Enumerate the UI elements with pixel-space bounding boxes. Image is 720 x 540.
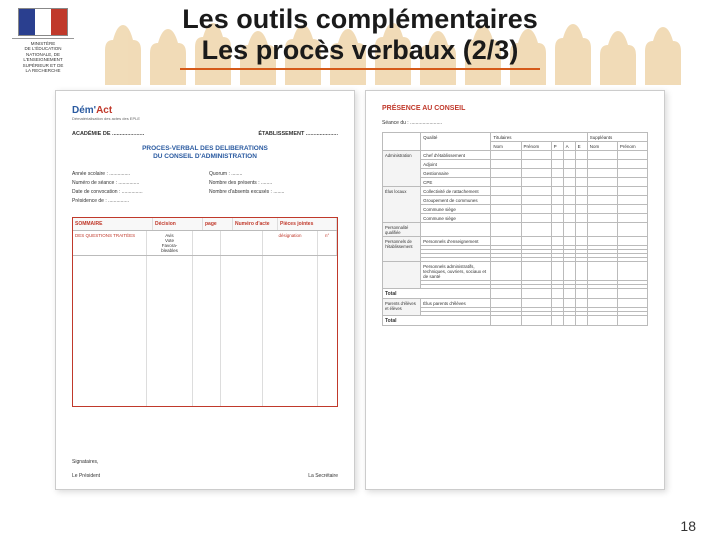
document-presence: PRÉSENCE AU CONSEIL Séance du : ........…: [365, 90, 665, 490]
presence-row: Parents d'élèves et élèvesÉlus parents d…: [383, 299, 648, 308]
col-decision: Décision: [153, 218, 203, 230]
academie-label: ACADÉMIE DE .....................: [72, 131, 144, 137]
presence-row: Personnalité qualifiée: [383, 223, 648, 237]
presence-row: Personnels de l'établissementPersonnels …: [383, 237, 648, 246]
col-sommaire: SOMMAIRE: [73, 218, 153, 230]
presence-row: Élus locauxCollectivité de rattachement: [383, 187, 648, 196]
title-underline: [180, 68, 540, 70]
page-number: 18: [680, 518, 696, 534]
title-line-2: Les procès verbaux (2/3): [0, 35, 720, 66]
president-sig: Le Président: [72, 473, 100, 479]
presidence-field: Présidence de : ...............: [72, 198, 201, 204]
col-designation: désignation: [263, 231, 318, 255]
col-n: n°: [318, 231, 337, 255]
date-convocation-field: Date de convocation : ...............: [72, 189, 201, 195]
demact-logo: Dém'Act Dématérialisation des actes des …: [72, 105, 152, 123]
content-area: Dém'Act Dématérialisation des actes des …: [0, 90, 720, 510]
secretaire-sig: La Secrétaire: [308, 473, 338, 479]
sommaire-table: SOMMAIRE Décision page Numéro d'acte Piè…: [72, 217, 338, 407]
annee-field: Année scolaire : ...............: [72, 171, 201, 177]
document-proces-verbal: Dém'Act Dématérialisation des actes des …: [55, 90, 355, 490]
etablissement-label: ÉTABLISSEMENT .....................: [258, 131, 338, 137]
presence-row: Adjoint: [383, 160, 648, 169]
slide-header: MINISTÈRE DE L'ÉDUCATION NATIONALE, DE L…: [0, 0, 720, 90]
col-pieces: Pièces jointes: [278, 218, 337, 230]
absents-field: Nombre d'absents excusés : ........: [209, 189, 338, 195]
proces-verbal-title: PROCES-VERBAL DES DELIBERATIONS DU CONSE…: [72, 145, 338, 162]
presence-row: Commune siège: [383, 205, 648, 214]
presence-title: PRÉSENCE AU CONSEIL: [382, 105, 648, 112]
questions-label: DES QUESTIONS TRAITÉES: [73, 231, 147, 255]
presents-field: Nombre des présents : ........: [209, 180, 338, 186]
total-row: Total: [383, 289, 648, 299]
presence-table: Qualité Titulaires Suppléants Nom Prénom…: [382, 132, 648, 326]
presence-row: AdministrationChef d'établissement: [383, 151, 648, 160]
presence-row: Personnels administratifs, techniques, o…: [383, 262, 648, 281]
total-row: Total: [383, 316, 648, 326]
presence-row: Groupement de communes: [383, 196, 648, 205]
quorum-field: Quorum : ........: [209, 171, 338, 177]
decision-opts: AvisVoteFavora-bleables: [147, 231, 193, 255]
presence-row: Gestionnaire: [383, 169, 648, 178]
presence-row: CPE: [383, 178, 648, 187]
title-line-1: Les outils complémentaires: [0, 4, 720, 35]
seance-field: Séance du : .......................: [382, 120, 648, 126]
col-page: page: [203, 218, 233, 230]
slide-title: Les outils complémentaires Les procès ve…: [0, 4, 720, 70]
signatures: Signataires, Le Président La Secrétaire: [72, 459, 338, 479]
col-numero: Numéro d'acte: [233, 218, 278, 230]
numero-seance-field: Numéro de séance : ...............: [72, 180, 201, 186]
presence-row: Commune siège: [383, 214, 648, 223]
